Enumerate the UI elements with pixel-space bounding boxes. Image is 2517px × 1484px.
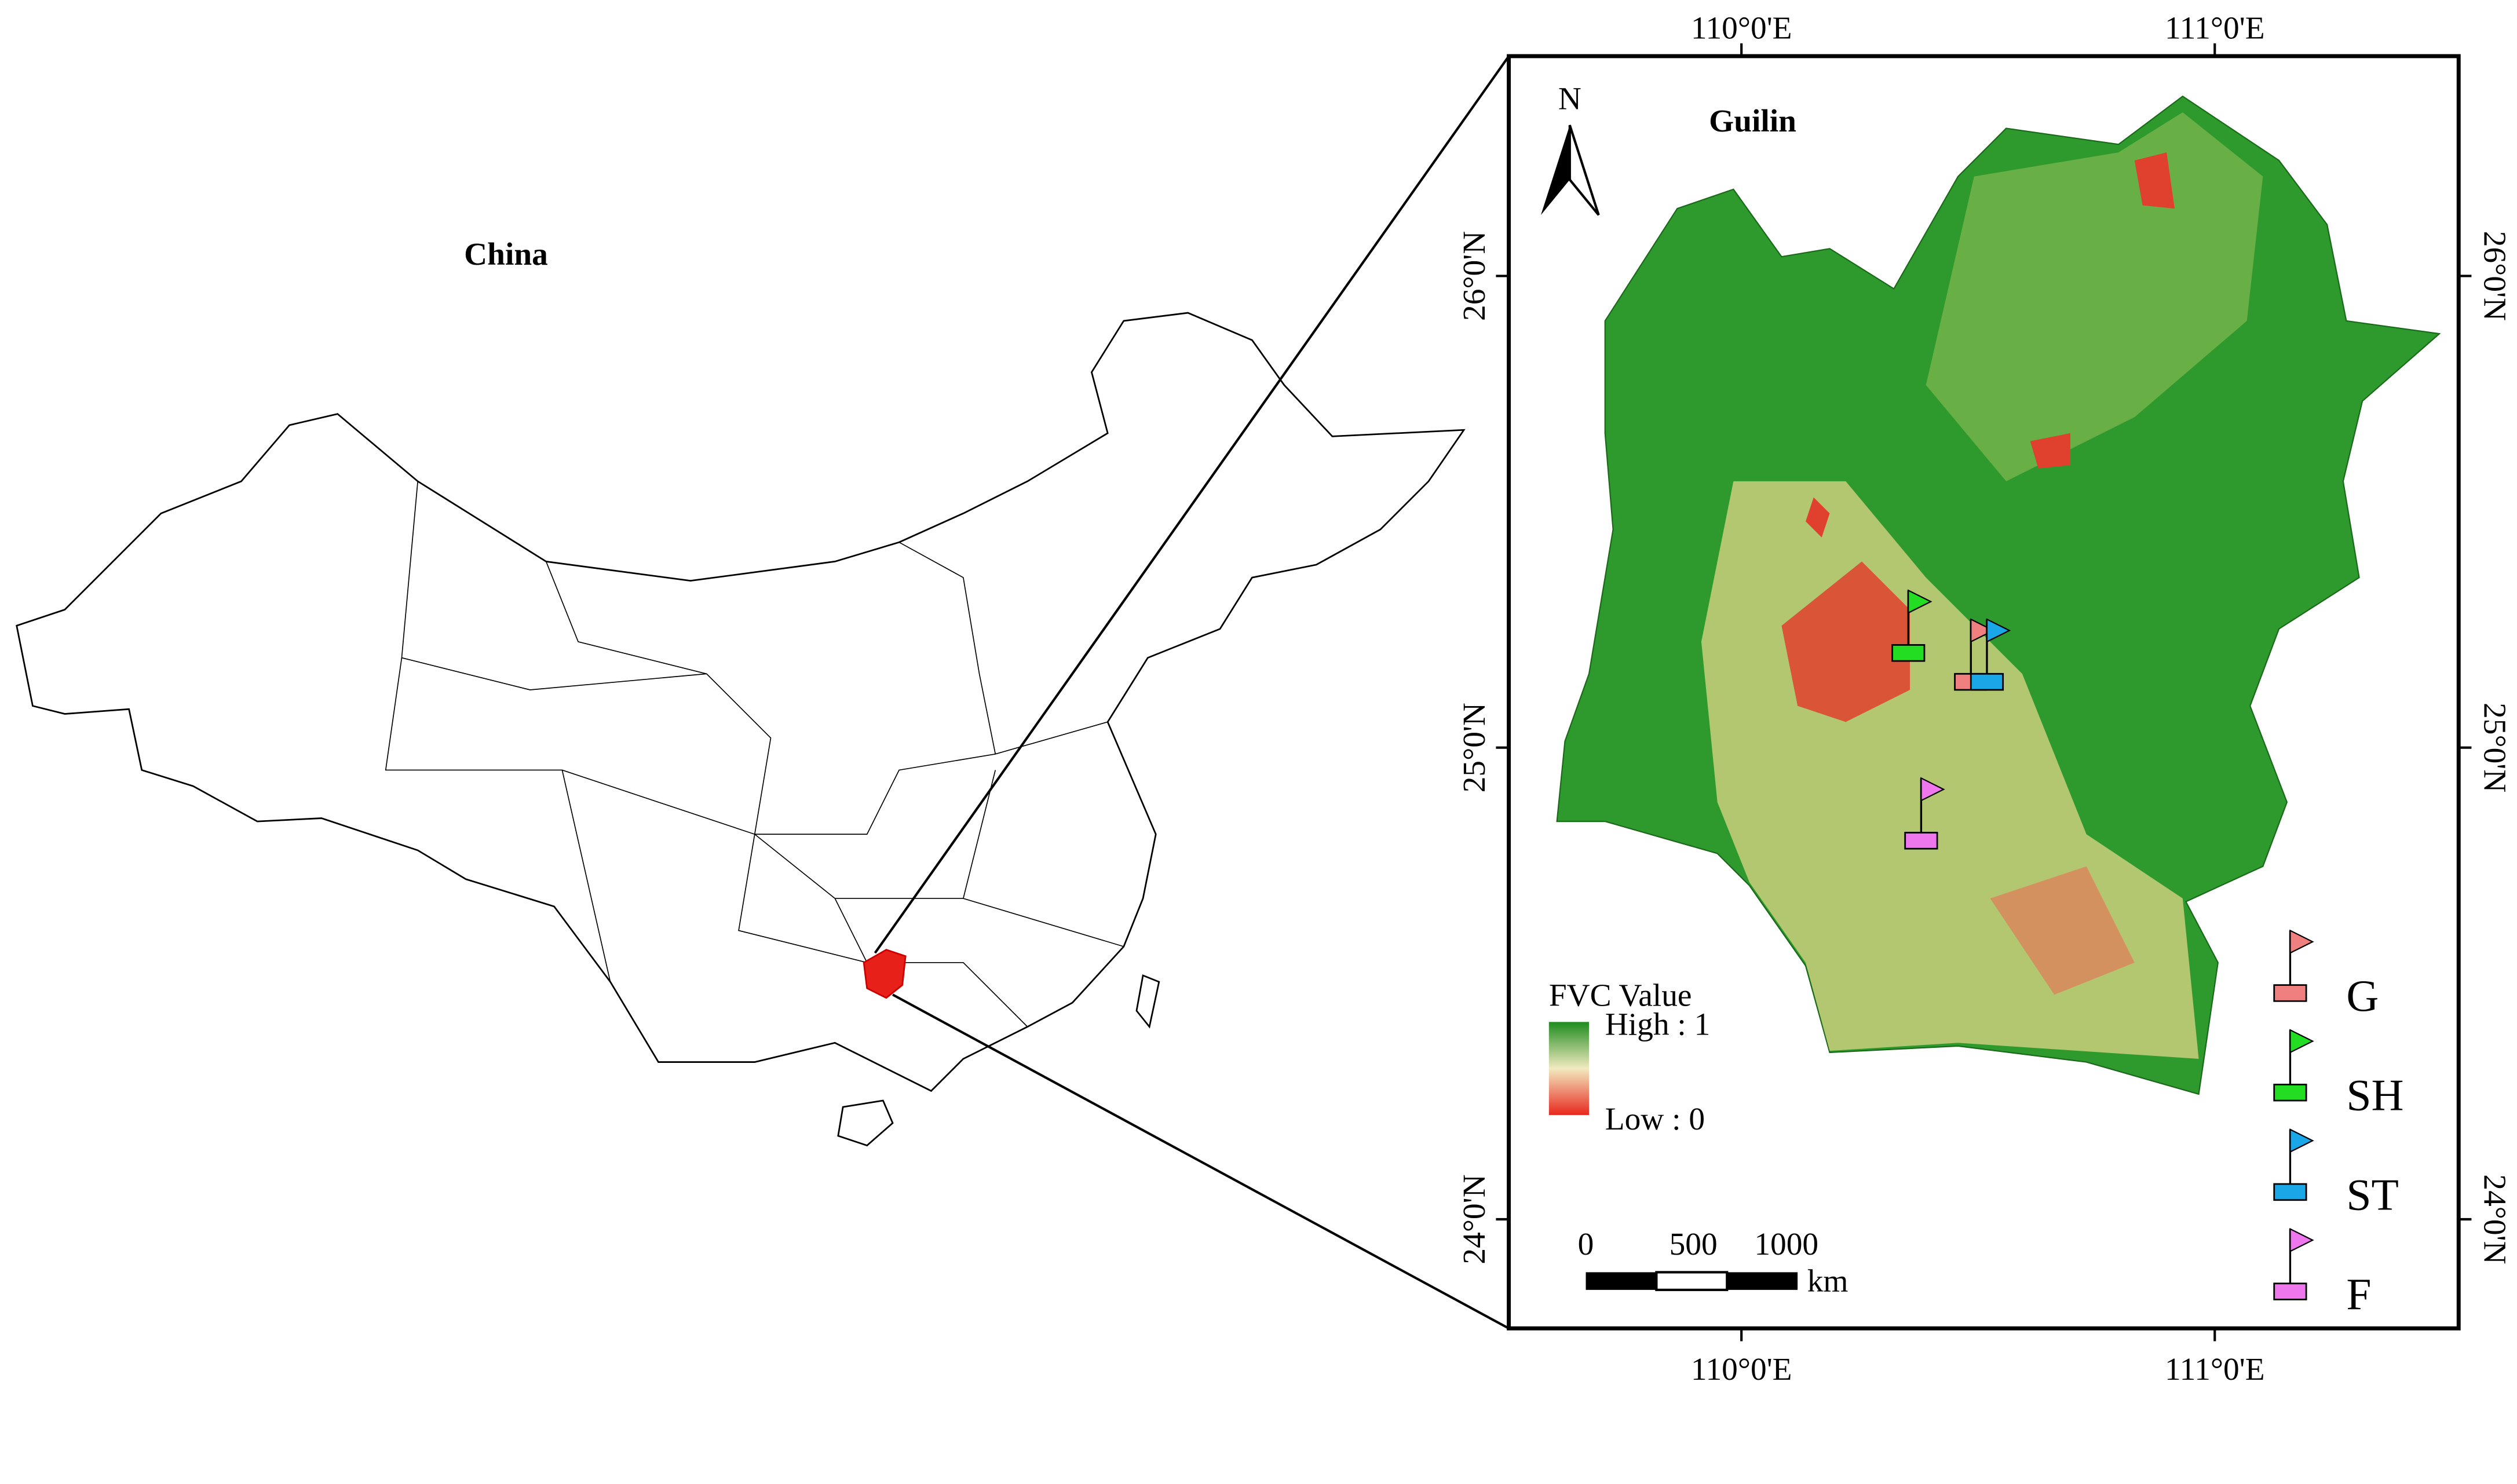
taiwan	[1135, 974, 1160, 1029]
site-legend-label: F	[2346, 1269, 2371, 1319]
china-mainland	[16, 312, 1466, 1092]
site-legend-label: SH	[2346, 1070, 2403, 1120]
site-legend-symbol	[2273, 1227, 2314, 1300]
flag-pennant	[1986, 618, 2011, 643]
flag-pennant	[2289, 929, 2314, 955]
flag-base	[2273, 1282, 2307, 1300]
province-borders	[385, 481, 1124, 1028]
graticule-ticks	[1496, 43, 2472, 1342]
hainan	[837, 1099, 894, 1147]
fvc-legend-low: Low : 0	[1605, 1101, 1705, 1136]
north-arrow-right	[1568, 125, 1600, 216]
bare-patch	[1781, 561, 1910, 722]
guilin-location	[863, 949, 907, 999]
scale-unit: km	[1807, 1263, 1849, 1299]
right-lat-label: 25°0'N	[2478, 703, 2513, 792]
bare-patch	[1805, 497, 1830, 538]
bare-patch	[2030, 433, 2070, 469]
sites: G SH ST F	[1891, 589, 2404, 1319]
site-legend-symbol	[2273, 929, 2314, 1002]
mid-fvc-zone	[1926, 112, 2263, 481]
site-legend-label: ST	[2346, 1169, 2399, 1219]
right-lat-label: 24°0'N	[2478, 1174, 2513, 1264]
site-legend-symbol	[2273, 1029, 2314, 1102]
fvc-legend-title: FVC Value	[1549, 978, 1692, 1013]
flag-pennant	[1920, 777, 1945, 802]
site-legend-symbol	[2273, 1128, 2314, 1201]
fvc-legend-high: High : 1	[1605, 1006, 1711, 1041]
flag-pennant	[2289, 1227, 2314, 1253]
inset-title: Guilin	[1709, 103, 1796, 138]
scale-segment	[1655, 1271, 1729, 1291]
scale-labels: 0 500 1000	[1578, 1226, 1818, 1262]
left-lat-label: 25°0'N	[1456, 703, 1492, 792]
flag-base	[1904, 832, 1938, 850]
north-label: N	[1558, 81, 1581, 116]
fvc-gradient	[1548, 1022, 1590, 1115]
coordinate-labels: 110°0'E 111°0'E 110°0'E 111°0'E 26°0'N 25°0'N…	[1456, 10, 2513, 1386]
bare-patch	[2134, 152, 2175, 209]
flag-base	[1970, 672, 2004, 691]
flag-pennant	[2289, 1128, 2314, 1153]
fvc-texture	[1701, 112, 2263, 1059]
flag-pennant	[1908, 589, 1932, 614]
scale-bar	[1586, 1271, 1798, 1291]
flag-base	[2273, 984, 2307, 1002]
scale-label: 1000	[1754, 1226, 1818, 1262]
flag-pennant	[1970, 618, 1995, 643]
flag-base	[2273, 1183, 2307, 1201]
flag-base	[2273, 1083, 2307, 1102]
bare-patch	[1990, 866, 2135, 995]
china-outline	[16, 312, 1466, 1147]
bottom-lon-label: 111°0'E	[2165, 1351, 2265, 1387]
scale-segment	[1586, 1272, 1657, 1290]
site-legend-label: G	[2346, 971, 2379, 1021]
flag-pennant	[2289, 1029, 2314, 1054]
bottom-lon-label: 110°0'E	[1691, 1351, 1792, 1387]
scale-label: 0	[1578, 1226, 1594, 1262]
right-lat-label: 26°0'N	[2478, 231, 2513, 321]
site-marker	[1891, 589, 1932, 662]
china-title: China	[464, 236, 548, 272]
site-marker	[1970, 618, 2011, 691]
zoom-line-top	[874, 55, 1510, 954]
flag-base	[1891, 644, 1926, 662]
left-lat-label: 26°0'N	[1456, 231, 1492, 321]
zoom-line-bottom	[892, 993, 1510, 1330]
top-lon-label: 111°0'E	[2165, 10, 2265, 45]
site-marker	[1904, 777, 1945, 850]
scale-segment	[1727, 1272, 1798, 1290]
scale-label: 500	[1670, 1226, 1718, 1262]
left-lat-label: 24°0'N	[1456, 1174, 1492, 1264]
top-lon-label: 110°0'E	[1691, 10, 1792, 45]
